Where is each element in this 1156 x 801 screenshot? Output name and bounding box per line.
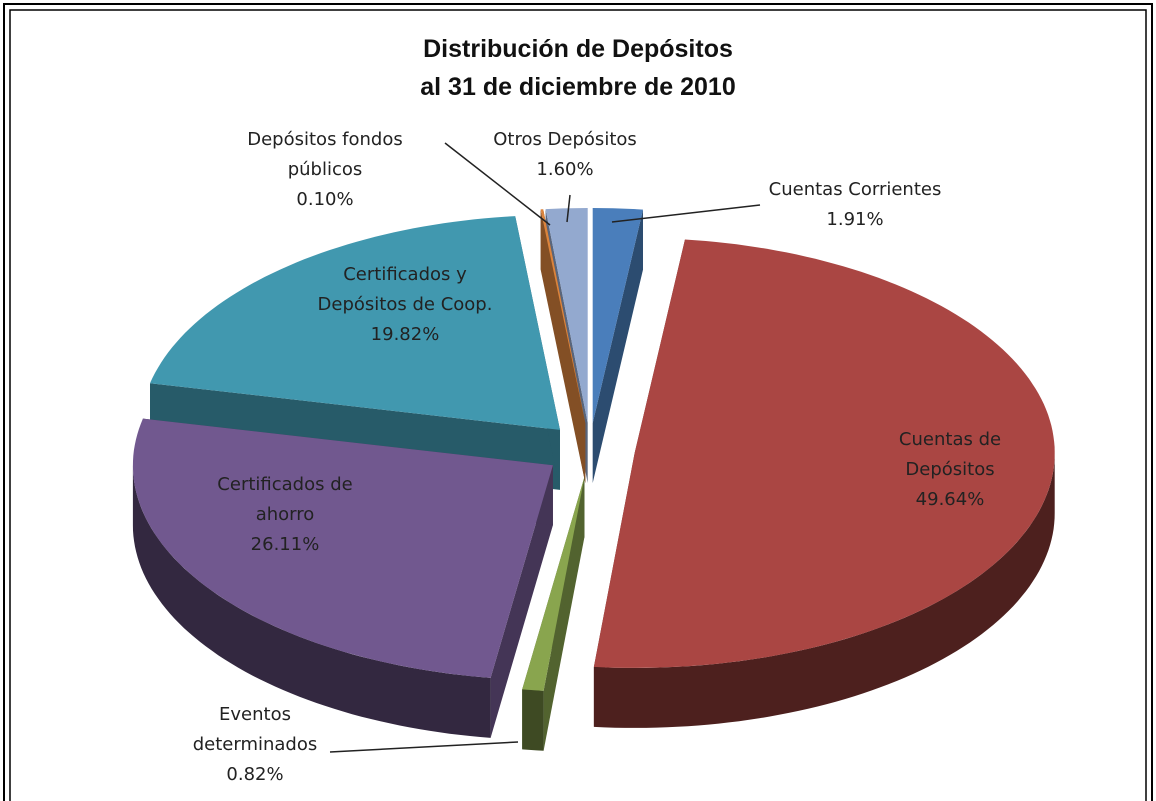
slice-wall <box>592 209 643 483</box>
slice <box>522 476 585 691</box>
slice <box>545 208 588 423</box>
leader-line <box>329 741 519 753</box>
slice-label: Eventos determinados 0.82% <box>185 700 325 790</box>
chart-title: Distribución de Depósitos al 31 de dicie… <box>420 35 736 101</box>
frame <box>3 3 1153 801</box>
value-label: 26.11% <box>250 534 320 555</box>
frame-inner <box>9 9 1147 801</box>
leader-line <box>611 204 761 223</box>
slice-label: Cuentas de Depósitos 49.64% <box>885 425 1015 515</box>
category-label: Certificados de ahorro <box>217 474 353 525</box>
slice-side <box>593 452 1055 728</box>
slice-side <box>522 689 544 751</box>
value-label: 0.82% <box>226 764 284 785</box>
slice <box>132 418 553 678</box>
leader-line <box>444 142 551 226</box>
leader-line <box>566 194 571 223</box>
category-label: Otros Depósitos <box>493 129 637 150</box>
category-label: Certificados y Depósitos de Coop. <box>317 264 493 315</box>
slice <box>592 208 643 423</box>
value-label: 49.64% <box>915 489 985 510</box>
category-label: Cuentas de Depósitos <box>898 429 1002 480</box>
slice-label: Certificados y Depósitos de Coop. 19.82% <box>305 260 505 350</box>
slice-label: Otros Depósitos 1.60% <box>470 125 660 185</box>
category-label: Cuentas Corrientes <box>768 179 942 200</box>
slice-label: Certificados de ahorro 26.11% <box>200 470 370 560</box>
value-label: 19.82% <box>370 324 440 345</box>
category-label: Depósitos fondos públicos <box>247 129 403 180</box>
slice <box>593 239 1055 668</box>
value-label: 0.10% <box>296 189 354 210</box>
value-label: 1.91% <box>826 209 884 230</box>
category-label: Eventos determinados <box>192 704 318 755</box>
slice <box>540 209 586 424</box>
slice-wall <box>543 209 586 484</box>
value-label: 1.60% <box>536 159 594 180</box>
slice-side <box>132 465 491 738</box>
slice-label: Cuentas Corrientes 1.91% <box>735 175 975 235</box>
slice-label: Depósitos fondos públicos 0.10% <box>220 125 430 215</box>
slice-wall <box>490 465 553 738</box>
slice <box>150 216 560 430</box>
